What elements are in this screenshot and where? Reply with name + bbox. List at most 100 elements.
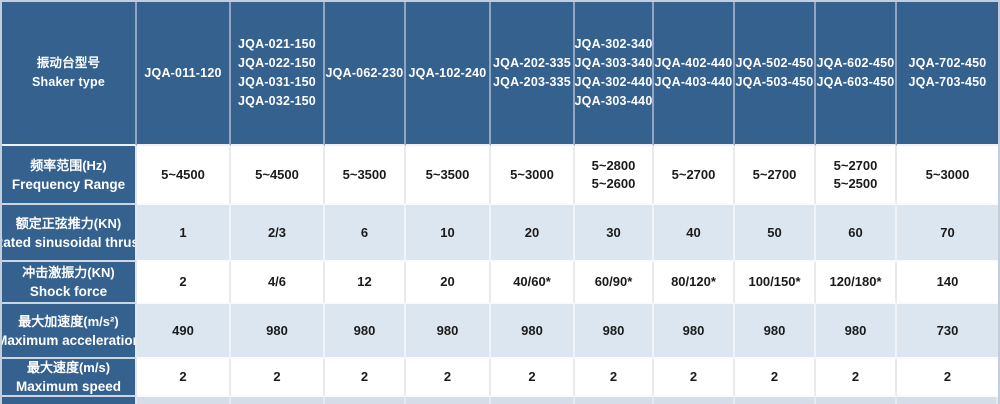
cell-line: JQA-503-450	[735, 75, 814, 89]
header-label-cell: 振动台型号 Shaker type	[2, 2, 137, 146]
value-cell-frequency-range-col7: 5~2700	[654, 146, 735, 205]
partial-cell-col2	[231, 397, 325, 404]
cell-line: 2	[689, 369, 698, 384]
value-cell-maximum-speed-col1: 2	[137, 359, 231, 397]
partial-cell-col6	[575, 397, 654, 404]
value-cell-shock-force-col6: 60/90*	[575, 262, 654, 304]
value-cell-frequency-range-col6: 5~2800 5~2600	[575, 146, 654, 205]
cell-line: 2	[528, 369, 536, 384]
row-label-maximum-acceleration: 最大加速度(m/s²) Maximum acceleration	[2, 304, 137, 359]
cell-line: 10	[440, 224, 455, 240]
cell-line: 120/180*	[829, 274, 882, 289]
value-cell-rated-sinusoidal-thrust-col8: 50	[735, 205, 816, 262]
cell-line: 5~4500	[255, 166, 299, 182]
cell-line: JQA-032-150	[238, 94, 316, 108]
cell-line: 980	[266, 322, 288, 338]
value-cell-rated-sinusoidal-thrust-col5: 20	[491, 205, 575, 262]
cell-line: 5~3500	[425, 166, 470, 182]
cell-line: 980	[844, 322, 867, 338]
value-cell-frequency-range-col2: 5~4500	[231, 146, 325, 205]
cell-line: 140	[936, 274, 959, 289]
cell-line: 50	[767, 224, 782, 240]
header-cell-model-10: JQA-702-450 JQA-703-450	[897, 2, 998, 146]
value-cell-maximum-speed-col5: 2	[491, 359, 575, 397]
row-label-shock-force: 冲击激振力(KN) Shock force	[2, 262, 137, 304]
table-row-shock-force: 冲击激振力(KN) Shock force 2 4/6 12 20 40/60* 60/90*…	[2, 262, 998, 304]
value-cell-shock-force-col3: 12	[325, 262, 406, 304]
value-cell-rated-sinusoidal-thrust-col10: 70	[897, 205, 998, 262]
cell-line: 20	[440, 274, 455, 289]
cell-line: 2	[179, 369, 187, 384]
table-row-maximum-speed: 最大速度(m/s) Maximum speed 2 2 2 2 2 2 2 2 2 2	[2, 359, 998, 397]
cell-line: 2	[443, 369, 452, 384]
value-cell-shock-force-col8: 100/150*	[735, 262, 816, 304]
cell-line: 5~2800	[591, 157, 636, 173]
row-label-zh: 额定正弦推力(KN)	[15, 215, 122, 231]
cell-line: 6	[360, 224, 369, 240]
cell-line: 5~4500	[161, 166, 205, 182]
header-label-zh: 振动台型号	[36, 56, 101, 70]
value-cell-maximum-acceleration-col10: 730	[897, 304, 998, 359]
cell-line: 5~2700	[833, 157, 878, 173]
cell-line: 30	[606, 224, 621, 240]
value-cell-rated-sinusoidal-thrust-col3: 6	[325, 205, 406, 262]
cell-line: 60/90*	[594, 274, 633, 289]
value-cell-frequency-range-col10: 5~3000	[897, 146, 998, 205]
cell-line: JQA-203-335	[493, 75, 571, 89]
cell-line: JQA-402-440	[654, 56, 733, 70]
cell-line: JQA-502-450	[735, 56, 814, 70]
value-cell-maximum-acceleration-col7: 980	[654, 304, 735, 359]
cell-line: JQA-602-450	[816, 56, 895, 70]
partial-cell-col9	[816, 397, 897, 404]
value-cell-shock-force-col10: 140	[897, 262, 998, 304]
cell-line: JQA-303-340	[575, 56, 653, 70]
value-cell-maximum-acceleration-col9: 980	[816, 304, 897, 359]
cell-line: 2	[273, 369, 281, 384]
header-cell-model-2: JQA-021-150 JQA-022-150 JQA-031-150 JQA-032…	[231, 2, 325, 146]
header-cell-model-8: JQA-502-450 JQA-503-450	[735, 2, 816, 146]
value-cell-maximum-acceleration-col4: 980	[406, 304, 491, 359]
cell-line: 5~2700	[752, 166, 797, 182]
cell-line: JQA-703-450	[908, 75, 987, 89]
value-cell-maximum-acceleration-col2: 980	[231, 304, 325, 359]
cell-line: 70	[940, 224, 955, 240]
value-cell-frequency-range-col8: 5~2700	[735, 146, 816, 205]
header-cell-model-6: JQA-302-340 JQA-303-340 JQA-302-440 JQA-303…	[575, 2, 654, 146]
cell-line: 40	[686, 224, 701, 240]
value-cell-maximum-speed-col2: 2	[231, 359, 325, 397]
value-cell-maximum-acceleration-col3: 980	[325, 304, 406, 359]
partial-row-label	[2, 397, 137, 404]
cell-line: 5~2500	[833, 175, 878, 191]
value-cell-shock-force-col7: 80/120*	[654, 262, 735, 304]
value-cell-maximum-speed-col10: 2	[897, 359, 998, 397]
table-row-frequency-range: 频率范围(Hz) Frequency Range 5~4500 5~4500 5~350…	[2, 146, 998, 205]
cell-line: 5~2600	[591, 175, 636, 191]
value-cell-maximum-speed-col4: 2	[406, 359, 491, 397]
cell-line: 980	[521, 322, 543, 338]
partial-cell-col8	[735, 397, 816, 404]
value-cell-frequency-range-col5: 5~3000	[491, 146, 575, 205]
row-label-en: Maximum acceleration	[2, 332, 137, 348]
header-cell-model-7: JQA-402-440 JQA-403-440	[654, 2, 735, 146]
value-cell-rated-sinusoidal-thrust-col2: 2/3	[231, 205, 325, 262]
cell-line: 2	[943, 369, 952, 384]
header-cell-model-1: JQA-011-120	[137, 2, 231, 146]
cell-line: 4/6	[267, 274, 287, 289]
cell-line: 12	[357, 274, 372, 289]
header-cell-model-4: JQA-102-240	[406, 2, 491, 146]
cell-line: 5~3000	[925, 166, 970, 182]
cell-line: JQA-022-150	[238, 56, 316, 70]
row-label-zh: 最大速度(m/s)	[26, 360, 111, 375]
cell-line: 980	[602, 322, 625, 338]
cell-line: 60	[848, 224, 863, 240]
value-cell-shock-force-col1: 2	[137, 262, 231, 304]
partial-cell-col5	[491, 397, 575, 404]
header-cell-model-5: JQA-202-335 JQA-203-335	[491, 2, 575, 146]
cell-line: JQA-302-440	[575, 75, 653, 89]
cell-line: JQA-303-440	[575, 94, 653, 108]
value-cell-maximum-speed-col7: 2	[654, 359, 735, 397]
value-cell-frequency-range-col9: 5~2700 5~2500	[816, 146, 897, 205]
header-label-en: Shaker type	[31, 75, 106, 89]
cell-line: JQA-011-120	[144, 65, 222, 80]
